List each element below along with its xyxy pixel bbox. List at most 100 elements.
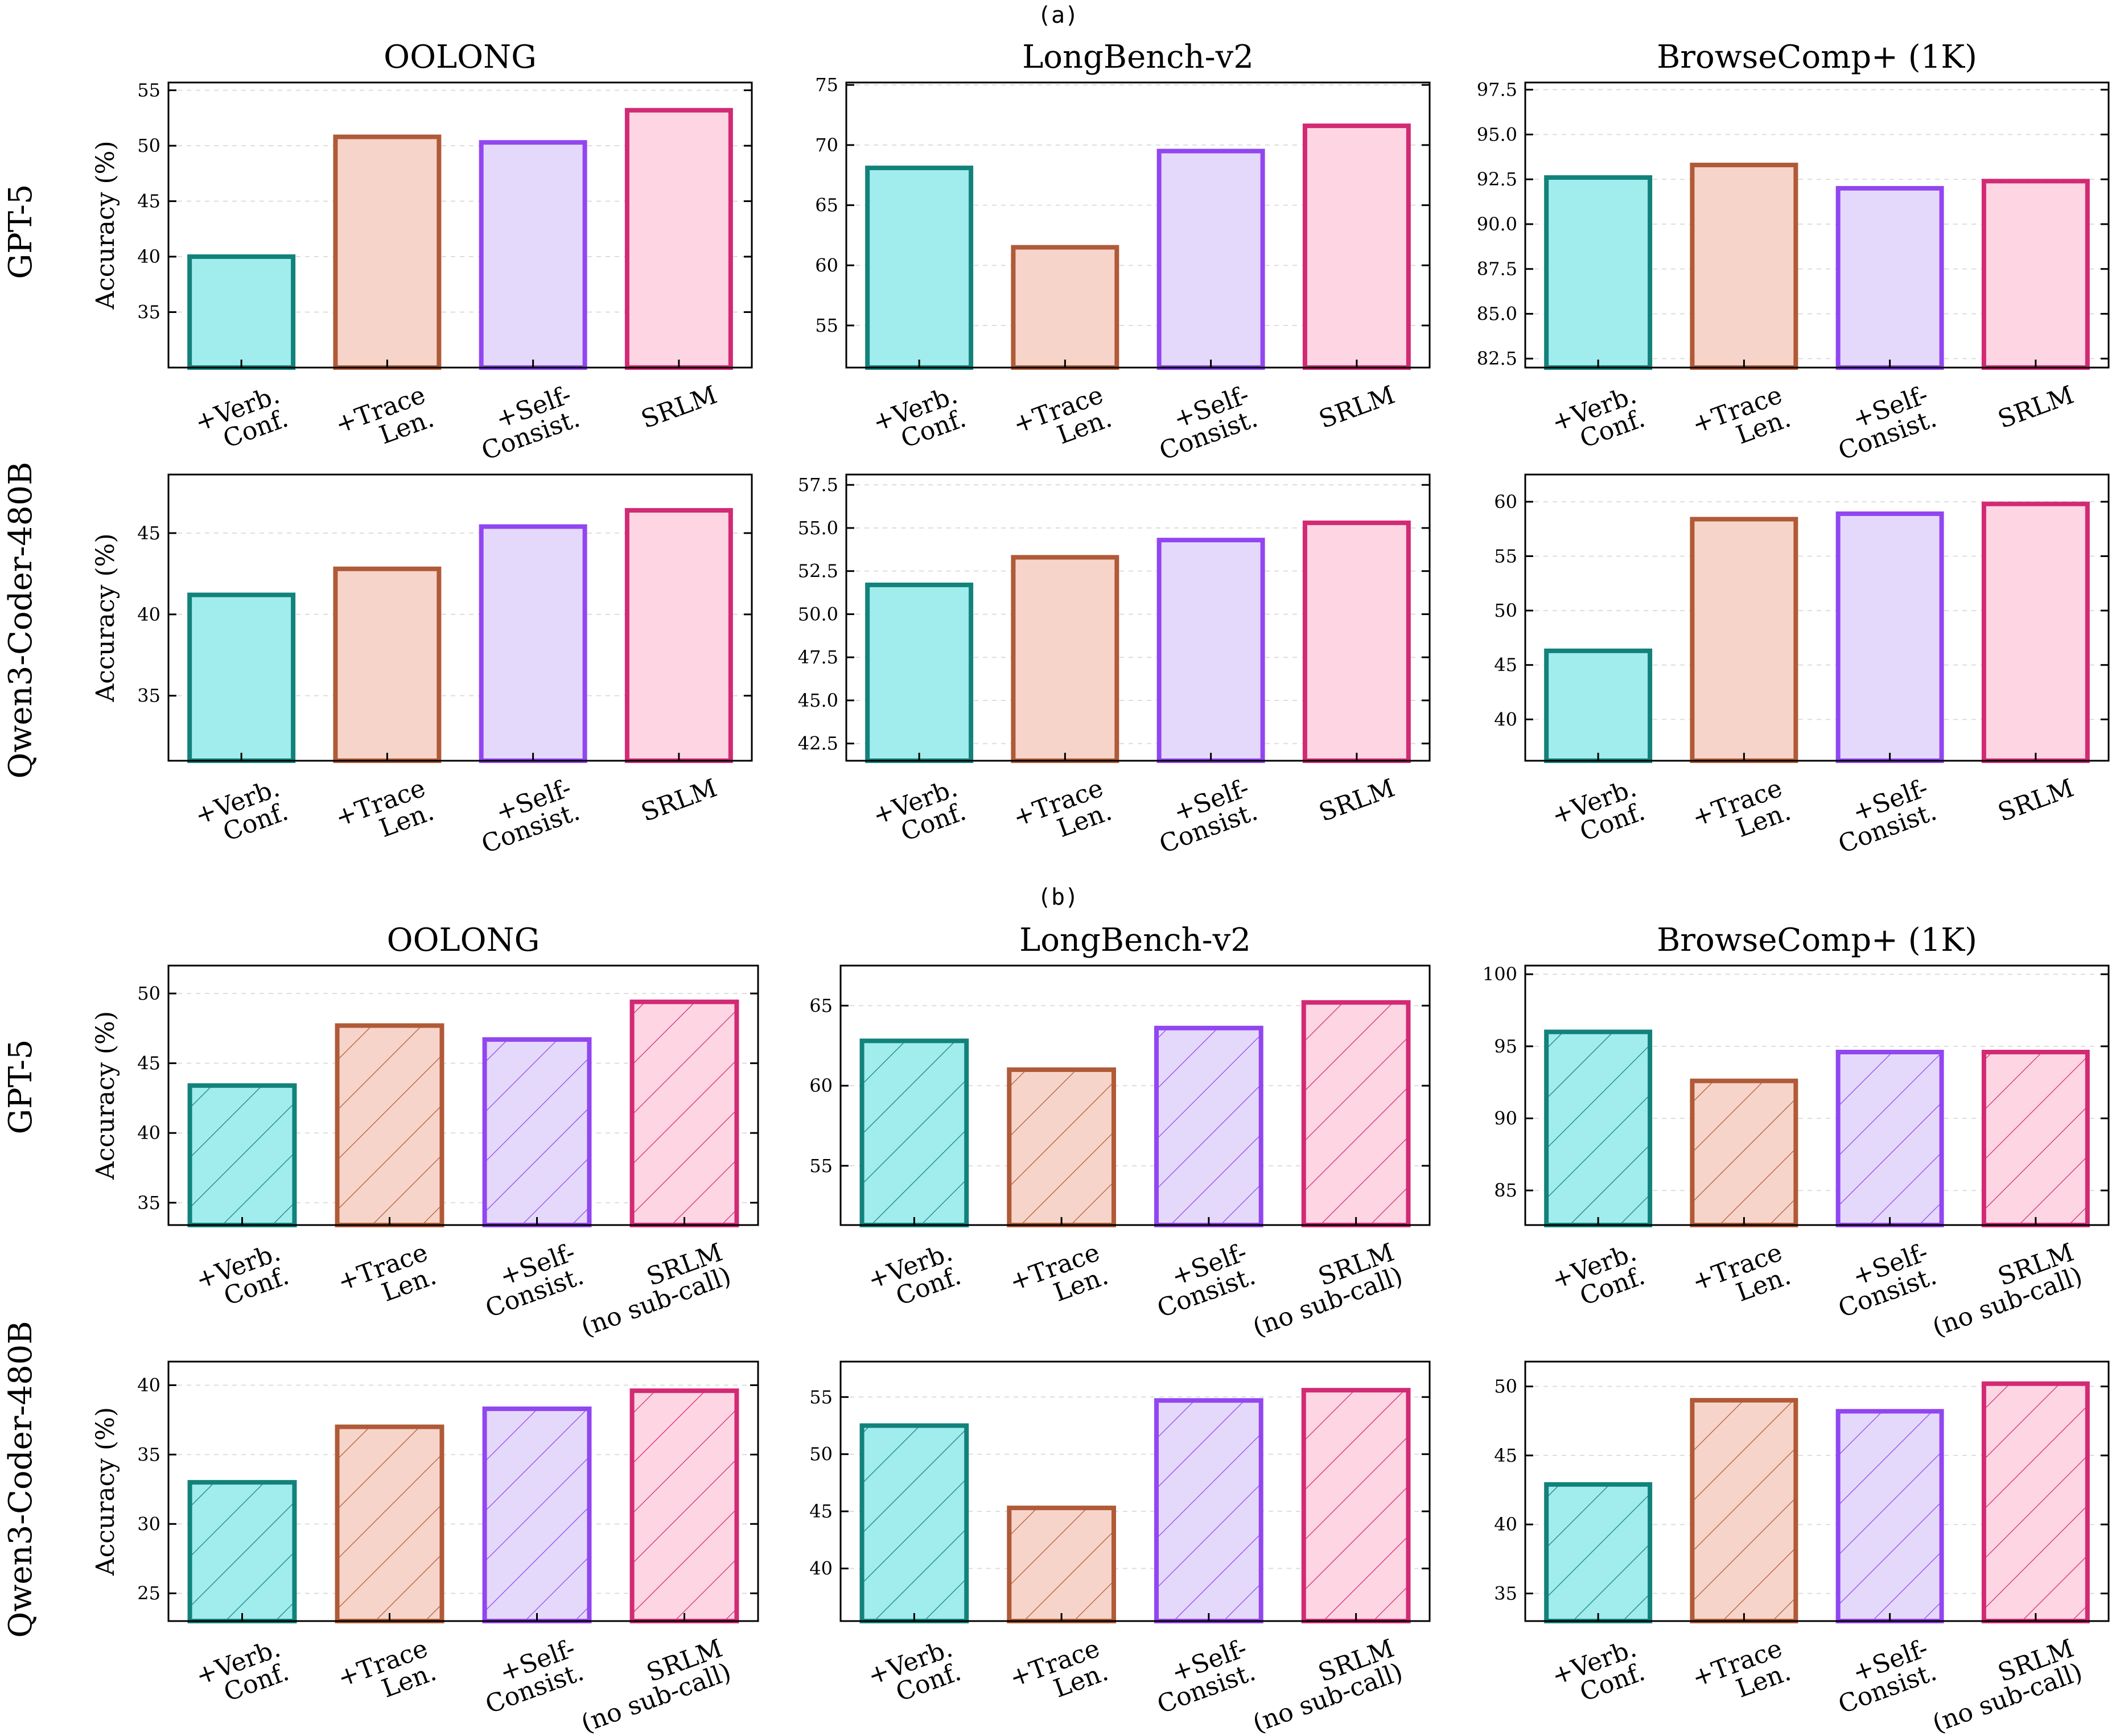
chart-panel: 85 90 95 100 +Verb.Conf. +TraceLen. +Self-Cons… (1483, 922, 2110, 1342)
y-tick-label: 60 (815, 254, 838, 276)
y-tick-label: 45 (1494, 654, 1517, 676)
chart-panel: 40 45 50 55 60 +Verb.Conf. +TraceLen. +Self-Con… (1494, 473, 2110, 859)
y-tick-label: 35 (1494, 1582, 1517, 1604)
y-tick-label: 40 (137, 246, 160, 267)
y-tick-label: 60 (1494, 491, 1517, 513)
x-tick-label: +TraceLen. (334, 1634, 441, 1716)
y-tick-label: 45 (137, 1053, 160, 1074)
x-tick-label: +TraceLen. (1688, 1634, 1794, 1716)
bar-hatch (337, 1025, 442, 1225)
chart-title: BrowseComp+ (1K) (1657, 922, 1977, 959)
section-label-a: (a) (1038, 2, 1078, 28)
x-tick-label: +TraceLen. (331, 380, 438, 463)
y-tick-label: 82.5 (1477, 348, 1517, 369)
bar (1546, 650, 1650, 761)
x-tick-label: +Self-Consist. (1145, 1634, 1259, 1719)
bar (1983, 181, 2088, 368)
y-tick-label: 40 (137, 604, 160, 625)
x-tick-label: +TraceLen. (1006, 1634, 1112, 1716)
chart-panel: 42.5 45.0 47.5 50.0 52.5 55.0 57.5 +Verb.Conf. +… (798, 473, 1431, 859)
x-tick-label: +Verb.Conf. (1548, 1634, 1649, 1714)
x-tick-label: +TraceLen. (1006, 1238, 1112, 1320)
bar-hatch (1838, 1411, 1942, 1621)
x-tick-label: SRLM (1315, 773, 1399, 827)
x-tick-label: +Verb.Conf. (1548, 773, 1649, 854)
bar (1159, 540, 1263, 761)
x-tick-label: +Self-Consist. (1826, 380, 1940, 466)
chart-title: BrowseComp+ (1K) (1657, 39, 1977, 76)
x-tick-label: +TraceLen. (334, 1238, 441, 1320)
bar-hatch (1692, 1400, 1796, 1621)
bar (1838, 513, 1942, 761)
x-tick-label: +Self-Consist. (1147, 773, 1261, 859)
y-tick-label: 45 (809, 1500, 833, 1522)
bar-hatch (1546, 1484, 1650, 1621)
chart-panel: 25 30 35 40 +Verb.Conf. +TraceLen. +Self-Consi… (91, 1360, 759, 1736)
y-tick-label: 45 (137, 522, 160, 544)
x-tick-label: +TraceLen. (1009, 380, 1115, 463)
x-tick-label: SRLM(no sub-call) (1240, 1634, 1406, 1736)
chart-panel: 35 40 45 +Verb.Conf. +TraceLen. +Self-Consist… (91, 473, 753, 859)
chart-panel: 82.5 85.0 87.5 90.0 92.5 95.0 97.5 +Verb.Conf. +… (1477, 39, 2110, 466)
chart-panel: 55 60 65 70 75 +Verb.Conf. +TraceLen. +Self-Con… (815, 39, 1431, 466)
bar-hatch (190, 1085, 295, 1225)
x-tick-label: +Self-Consist. (473, 1238, 587, 1323)
row-label-a-gpt5: GPT-5 (2, 184, 39, 279)
x-tick-label: +Verb.Conf. (1548, 1238, 1649, 1318)
chart-panel: 35 40 45 50 +Verb.Conf. +TraceLen. +Self-Consi… (91, 922, 759, 1342)
bar (190, 595, 294, 761)
x-tick-label: +Verb.Conf. (192, 1238, 293, 1318)
y-tick-label: 92.5 (1477, 168, 1517, 190)
y-tick-label: 55 (137, 80, 160, 101)
x-tick-label: +Verb.Conf. (864, 1634, 965, 1714)
axes-frame (167, 81, 753, 369)
row-label-a-qwen: Qwen3-Coder-480B (2, 462, 39, 779)
y-tick-label: 85.0 (1477, 303, 1517, 324)
axes-frame (167, 964, 759, 1226)
row-label-b-qwen: Qwen3-Coder-480B (2, 1321, 39, 1638)
x-tick-label: +Self-Consist. (473, 1634, 587, 1719)
x-tick-label: +Self-Consist. (1147, 380, 1261, 466)
x-tick-label: +Self-Consist. (1826, 1634, 1940, 1719)
bar (1546, 178, 1650, 368)
y-tick-label: 50 (1494, 600, 1517, 621)
x-tick-label: +Verb.Conf. (864, 1238, 965, 1318)
axes-frame (1524, 1360, 2110, 1622)
y-tick-label: 70 (815, 134, 838, 156)
y-tick-label: 40 (1494, 708, 1517, 730)
chart-title: LongBench-v2 (1022, 39, 1254, 76)
bar-hatch (1156, 1400, 1261, 1621)
bar (867, 168, 971, 368)
y-axis-label: Accuracy (%) (91, 1011, 120, 1180)
y-tick-label: 90 (1494, 1108, 1517, 1129)
bar-hatch (1303, 1390, 1409, 1621)
bar-hatch (337, 1426, 442, 1621)
y-tick-label: 25 (137, 1582, 160, 1604)
bar (627, 110, 731, 368)
x-tick-label: SRLM(no sub-call) (569, 1634, 735, 1736)
bar (1013, 247, 1117, 368)
axes-frame (1524, 473, 2110, 762)
y-tick-label: 95.0 (1477, 123, 1517, 145)
x-tick-label: +Self-Consist. (469, 773, 583, 859)
x-tick-label: +Verb.Conf. (192, 1634, 293, 1714)
y-tick-label: 95 (1494, 1036, 1517, 1057)
chart-panel: 55 60 65 +Verb.Conf. +TraceLen. +Self-Consist… (809, 922, 1431, 1342)
bar-hatch (1692, 1081, 1796, 1225)
y-tick-label: 30 (137, 1513, 160, 1535)
y-tick-label: 40 (137, 1122, 160, 1144)
chart-title: OOLONG (384, 39, 537, 76)
x-tick-label: +Verb.Conf. (191, 380, 292, 461)
bar-hatch (484, 1039, 590, 1225)
bar (481, 526, 585, 761)
bar-hatch (1983, 1383, 2088, 1621)
y-tick-label: 45.0 (798, 690, 838, 711)
y-tick-label: 55 (809, 1155, 833, 1177)
bar-hatch (1838, 1052, 1942, 1225)
y-tick-label: 100 (1483, 963, 1517, 985)
x-tick-label: SRLM(no sub-call) (569, 1238, 735, 1342)
x-tick-label: +TraceLen. (1688, 1238, 1794, 1320)
x-tick-label: +TraceLen. (1688, 380, 1794, 463)
bar-hatch (632, 1391, 737, 1621)
